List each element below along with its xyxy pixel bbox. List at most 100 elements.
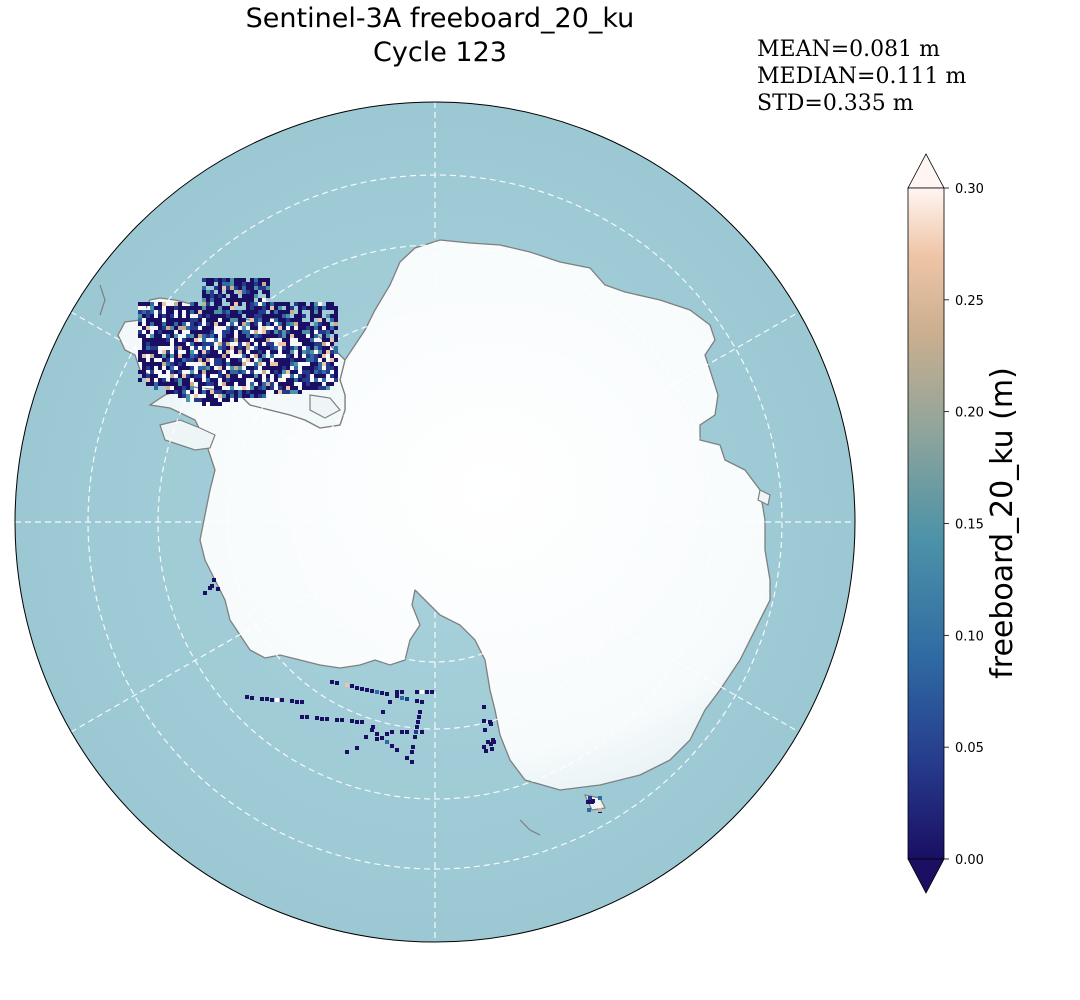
data-pixel bbox=[326, 322, 330, 326]
data-pixel bbox=[250, 286, 254, 290]
data-pixel bbox=[266, 294, 270, 298]
data-pixel bbox=[190, 342, 194, 346]
data-pixel bbox=[162, 358, 166, 362]
data-pixel bbox=[330, 680, 334, 684]
data-pixel bbox=[222, 362, 226, 366]
colorbar-tick-label: 0.25 bbox=[955, 294, 984, 309]
data-pixel bbox=[194, 362, 198, 366]
data-pixel bbox=[300, 715, 304, 719]
data-pixel bbox=[290, 390, 294, 394]
data-pixel bbox=[274, 310, 278, 314]
data-pixel bbox=[266, 314, 270, 318]
data-pixel bbox=[306, 366, 310, 370]
data-pixel bbox=[274, 358, 278, 362]
data-pixel bbox=[258, 358, 262, 362]
data-pixel bbox=[262, 322, 266, 326]
data-pixel bbox=[242, 326, 246, 330]
data-pixel bbox=[170, 318, 174, 322]
data-pixel bbox=[178, 358, 182, 362]
data-pixel bbox=[274, 318, 278, 322]
data-pixel bbox=[154, 334, 158, 338]
data-pixel bbox=[322, 318, 326, 322]
data-pixel bbox=[210, 294, 214, 298]
data-pixel bbox=[246, 286, 250, 290]
data-pixel bbox=[286, 378, 290, 382]
data-pixel bbox=[270, 698, 274, 702]
data-pixel bbox=[246, 374, 250, 378]
data-pixel bbox=[162, 350, 166, 354]
data-pixel bbox=[202, 314, 206, 318]
data-pixel bbox=[254, 314, 258, 318]
data-pixel bbox=[488, 720, 492, 724]
data-pixel bbox=[298, 354, 302, 358]
data-pixel bbox=[150, 318, 154, 322]
data-pixel bbox=[314, 326, 318, 330]
data-pixel bbox=[198, 378, 202, 382]
data-pixel bbox=[206, 310, 210, 314]
data-pixel bbox=[298, 326, 302, 330]
data-pixel bbox=[206, 330, 210, 334]
data-pixel bbox=[334, 350, 338, 354]
data-pixel bbox=[282, 358, 286, 362]
data-pixel bbox=[250, 282, 254, 286]
data-pixel bbox=[210, 366, 214, 370]
data-pixel bbox=[294, 334, 298, 338]
data-pixel bbox=[174, 342, 178, 346]
data-pixel bbox=[218, 366, 222, 370]
polar-map bbox=[14, 101, 856, 943]
data-pixel bbox=[258, 334, 262, 338]
data-pixel bbox=[286, 354, 290, 358]
data-pixel bbox=[290, 386, 294, 390]
data-pixel bbox=[282, 334, 286, 338]
data-pixel bbox=[298, 338, 302, 342]
data-pixel bbox=[170, 374, 174, 378]
data-pixel bbox=[206, 306, 210, 310]
data-pixel bbox=[250, 358, 254, 362]
data-pixel bbox=[162, 382, 166, 386]
data-pixel bbox=[198, 366, 202, 370]
data-pixel bbox=[234, 394, 238, 398]
data-pixel bbox=[154, 350, 158, 354]
data-pixel bbox=[194, 306, 198, 310]
colorbar-tick-label: 0.00 bbox=[955, 853, 984, 868]
globe-outline bbox=[14, 101, 856, 943]
colorbar-tick-label: 0.15 bbox=[955, 518, 984, 533]
data-pixel bbox=[162, 306, 166, 310]
data-pixel bbox=[226, 278, 230, 282]
data-pixel bbox=[234, 318, 238, 322]
colorbar-extend-min bbox=[907, 858, 945, 894]
data-pixel bbox=[242, 294, 246, 298]
data-pixel bbox=[166, 306, 170, 310]
data-pixel bbox=[282, 370, 286, 374]
data-pixel bbox=[142, 338, 146, 342]
data-pixel bbox=[250, 302, 254, 306]
statistics-block: MEAN=0.081 m MEDIAN=0.111 m STD=0.335 m bbox=[757, 36, 966, 117]
data-pixel bbox=[298, 306, 302, 310]
data-pixel bbox=[258, 282, 262, 286]
data-pixel bbox=[278, 322, 282, 326]
data-pixel bbox=[322, 346, 326, 350]
data-pixel bbox=[282, 318, 286, 322]
data-pixel bbox=[142, 346, 146, 350]
data-pixel bbox=[158, 322, 162, 326]
data-pixel bbox=[254, 358, 258, 362]
data-pixel bbox=[234, 326, 238, 330]
data-pixel bbox=[186, 306, 190, 310]
data-pixel bbox=[158, 362, 162, 366]
data-pixel bbox=[380, 691, 384, 695]
data-pixel bbox=[294, 358, 298, 362]
data-pixel bbox=[210, 306, 214, 310]
data-pixel bbox=[166, 350, 170, 354]
stat-mean: MEAN=0.081 m bbox=[757, 37, 940, 62]
data-pixel bbox=[210, 354, 214, 358]
data-pixel bbox=[238, 322, 242, 326]
data-pixel bbox=[222, 330, 226, 334]
data-pixel bbox=[194, 394, 198, 398]
data-pixel bbox=[250, 278, 254, 282]
data-pixel bbox=[166, 386, 170, 390]
data-pixel bbox=[254, 302, 258, 306]
data-pixel bbox=[340, 718, 344, 722]
data-pixel bbox=[254, 278, 258, 282]
data-pixel bbox=[282, 338, 286, 342]
data-pixel bbox=[174, 338, 178, 342]
